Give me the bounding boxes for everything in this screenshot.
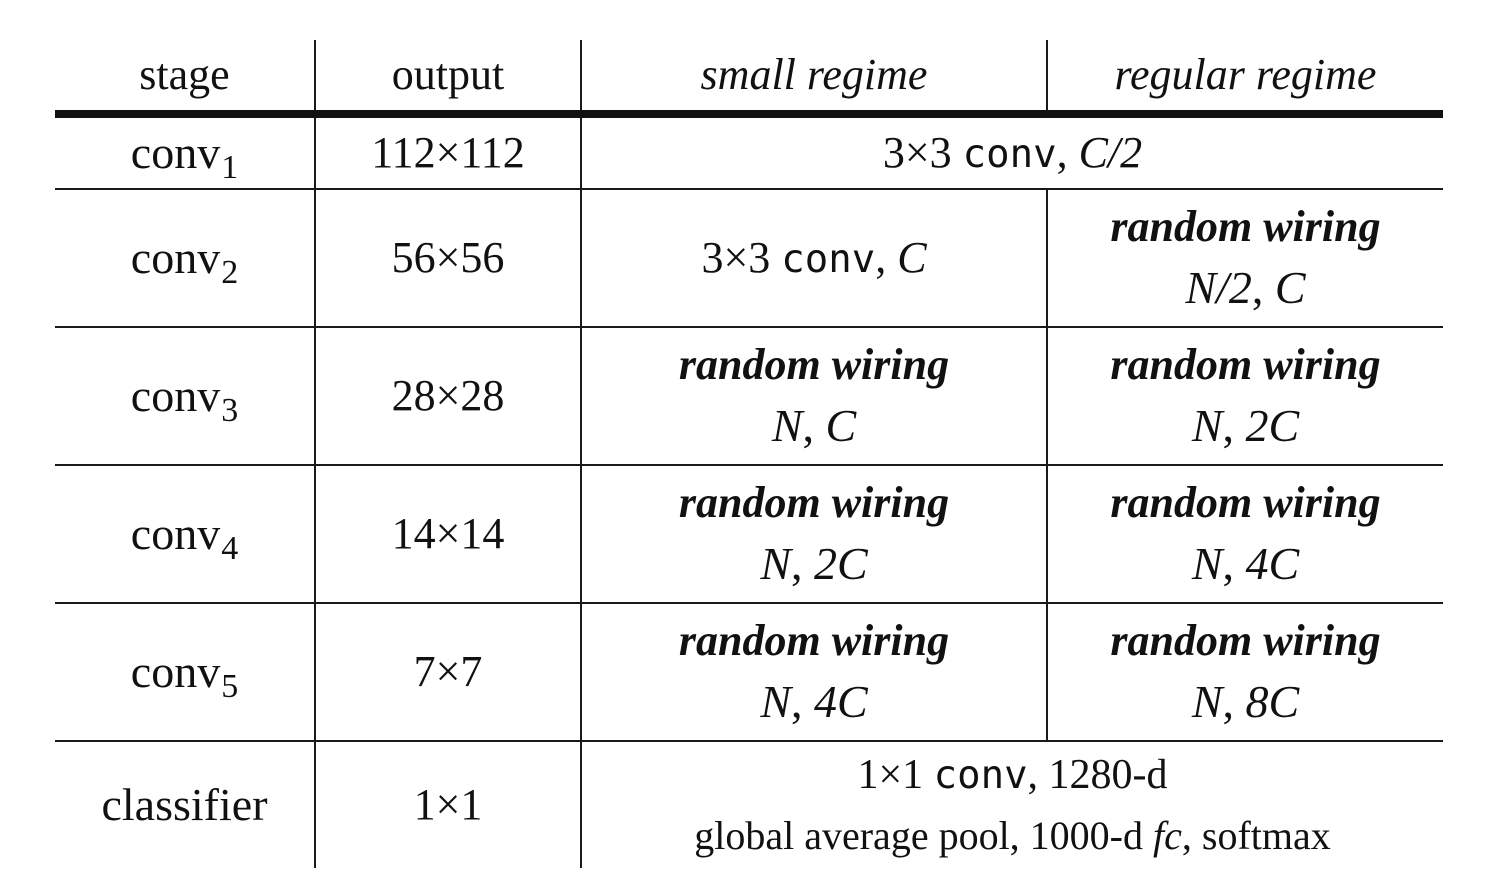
table-row-conv3: conv3 28×28 random wiring N, C random wi… [55, 326, 1443, 465]
stage-subscript: 2 [221, 254, 239, 291]
stage-subscript: 5 [221, 668, 239, 705]
fc-text: fc [1153, 813, 1182, 858]
stage-subscript: 1 [221, 149, 239, 186]
stage-cell: conv5 [55, 602, 316, 741]
wiring-params: N, 8C [1048, 679, 1443, 725]
param-c: C [825, 400, 857, 451]
output-cell: 14×14 [315, 464, 582, 603]
stage-name: conv [130, 370, 221, 421]
param-c: 2C [814, 538, 868, 589]
stage-cell: classifier [55, 740, 316, 868]
table-header-row: stage output small regime regular regime [55, 40, 1443, 118]
param-n: N/2 [1185, 262, 1252, 313]
classifier-pool-line: global average pool, 1000-d fc, softmax [582, 816, 1443, 856]
stage-name: conv [130, 508, 221, 559]
op-type: conv [933, 753, 1028, 798]
architecture-table: stage output small regime regular regime… [55, 40, 1443, 868]
op-channels: C [897, 233, 927, 282]
param-separator: , [1222, 400, 1246, 451]
wiring-params: N, 2C [1048, 403, 1443, 449]
header-output: output [315, 40, 582, 118]
wiring-params: N, 4C [1048, 541, 1443, 587]
param-n: N [760, 538, 791, 589]
param-separator: , [791, 676, 814, 727]
table-row-conv5: conv5 7×7 random wiring N, 4C random wir… [55, 602, 1443, 741]
random-wiring-label: random wiring [678, 616, 950, 665]
table-row-conv1: conv1 112×112 3×3 conv, C/2 [55, 113, 1443, 189]
stage-cell: conv1 [55, 113, 316, 189]
classifier-conv-line: 1×1 conv, 1280-d [582, 754, 1443, 796]
op-size: 1×1 [857, 752, 924, 798]
param-separator: , [1222, 538, 1246, 589]
param-separator: , [802, 400, 826, 451]
stage-name: conv [130, 232, 221, 283]
param-n: N [1191, 538, 1223, 589]
op-type: conv [962, 132, 1057, 177]
regular-regime-cell: random wiring N/2, C [1047, 188, 1443, 327]
random-wiring-label: random wiring [678, 340, 950, 389]
header-small-regime: small regime [581, 40, 1048, 118]
small-regime-cell: random wiring N, 4C [581, 602, 1048, 741]
output-cell: 28×28 [315, 326, 582, 465]
shared-classifier-cell: 1×1 conv, 1280-d global average pool, 10… [581, 740, 1443, 868]
output-cell: 1×1 [315, 740, 582, 868]
wiring-params: N/2, C [1048, 265, 1443, 311]
param-n: N [760, 676, 791, 727]
small-regime-cell: random wiring N, C [581, 326, 1048, 465]
wiring-params: N, C [582, 403, 1046, 449]
shared-op-cell: 3×3 conv, C/2 [581, 113, 1443, 189]
table-row-classifier: classifier 1×1 1×1 conv, 1280-d global a… [55, 740, 1443, 868]
param-separator: , [791, 538, 814, 589]
table-row-conv2: conv2 56×56 3×3 conv, C random wiring N/… [55, 188, 1443, 327]
random-wiring-label: random wiring [1110, 478, 1381, 527]
stage-name: conv [130, 127, 221, 178]
header-stage: stage [55, 40, 316, 118]
small-regime-cell: 3×3 conv, C [581, 188, 1048, 327]
output-cell: 56×56 [315, 188, 582, 327]
wiring-params: N, 2C [582, 541, 1046, 587]
regular-regime-cell: random wiring N, 8C [1047, 602, 1443, 741]
wiring-params: N, 4C [582, 679, 1046, 725]
param-separator: , [1222, 676, 1246, 727]
output-cell: 112×112 [315, 113, 582, 189]
op-size: 3×3 [882, 128, 952, 177]
op-type: conv [781, 237, 876, 282]
random-wiring-label: random wiring [1110, 202, 1381, 251]
stage-cell: conv2 [55, 188, 316, 327]
op-rest: , 1280-d [1027, 752, 1168, 798]
stage-subscript: 4 [221, 530, 239, 567]
param-c: C [1274, 262, 1306, 313]
regular-regime-cell: random wiring N, 2C [1047, 326, 1443, 465]
regular-regime-cell: random wiring N, 4C [1047, 464, 1443, 603]
param-c: 4C [814, 676, 868, 727]
random-wiring-label: random wiring [1110, 340, 1381, 389]
param-n: N [1191, 676, 1223, 727]
op-separator: , [1056, 128, 1079, 177]
header-regular-regime: regular regime [1047, 40, 1443, 118]
stage-cell: conv4 [55, 464, 316, 603]
param-c: 8C [1245, 676, 1300, 727]
stage-name: conv [130, 646, 221, 697]
stage-subscript: 3 [221, 392, 239, 429]
output-cell: 7×7 [315, 602, 582, 741]
op-channels: C/2 [1078, 128, 1143, 177]
param-c: 4C [1245, 538, 1300, 589]
param-n: N [1191, 400, 1223, 451]
softmax-text: , softmax [1181, 813, 1331, 858]
random-wiring-label: random wiring [1110, 616, 1381, 665]
param-n: N [771, 400, 803, 451]
param-separator: , [1251, 262, 1275, 313]
small-regime-cell: random wiring N, 2C [581, 464, 1048, 603]
pool-text: global average pool, 1000-d [694, 813, 1153, 858]
table-row-conv4: conv4 14×14 random wiring N, 2C random w… [55, 464, 1443, 603]
random-wiring-label: random wiring [678, 478, 950, 527]
stage-cell: conv3 [55, 326, 316, 465]
param-c: 2C [1245, 400, 1300, 451]
op-size: 3×3 [701, 233, 771, 282]
op-separator: , [875, 233, 898, 282]
